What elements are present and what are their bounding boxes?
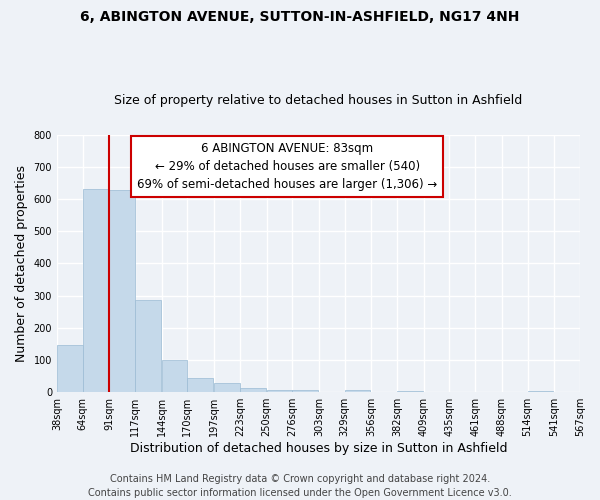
Bar — [344, 390, 370, 392]
Bar — [187, 378, 213, 392]
Bar — [57, 344, 83, 392]
Y-axis label: Number of detached properties: Number of detached properties — [15, 165, 28, 362]
Title: Size of property relative to detached houses in Sutton in Ashfield: Size of property relative to detached ho… — [115, 94, 523, 107]
Bar — [397, 390, 423, 392]
Bar — [135, 300, 161, 392]
Bar — [162, 360, 187, 392]
Bar — [214, 382, 240, 392]
Bar — [527, 390, 553, 392]
Bar — [266, 390, 292, 392]
Bar — [292, 390, 318, 392]
Bar — [109, 190, 135, 392]
Text: Contains HM Land Registry data © Crown copyright and database right 2024.
Contai: Contains HM Land Registry data © Crown c… — [88, 474, 512, 498]
Text: 6, ABINGTON AVENUE, SUTTON-IN-ASHFIELD, NG17 4NH: 6, ABINGTON AVENUE, SUTTON-IN-ASHFIELD, … — [80, 10, 520, 24]
Bar — [240, 388, 266, 392]
Text: 6 ABINGTON AVENUE: 83sqm
← 29% of detached houses are smaller (540)
69% of semi-: 6 ABINGTON AVENUE: 83sqm ← 29% of detach… — [137, 142, 437, 192]
X-axis label: Distribution of detached houses by size in Sutton in Ashfield: Distribution of detached houses by size … — [130, 442, 507, 455]
Bar — [83, 188, 109, 392]
